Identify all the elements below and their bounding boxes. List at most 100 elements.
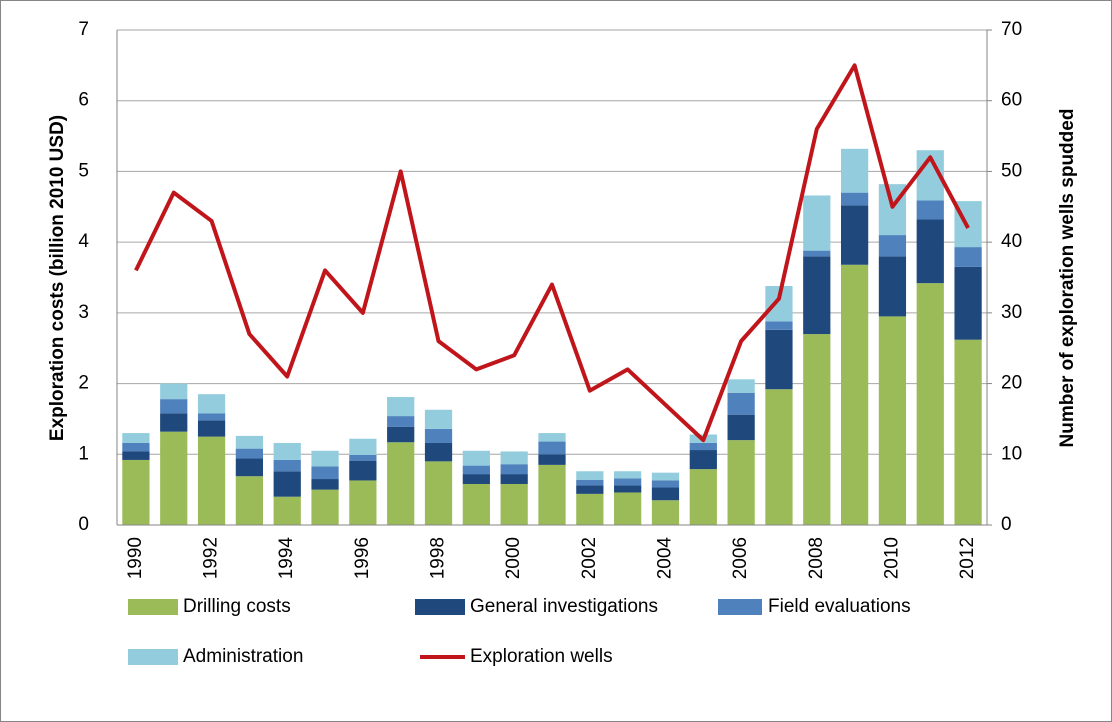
bar-segment bbox=[500, 483, 528, 525]
bar-segment bbox=[878, 316, 907, 525]
bar-segment bbox=[765, 329, 793, 390]
bar-segment bbox=[500, 464, 528, 475]
bar-segment bbox=[727, 379, 755, 393]
bar-segment bbox=[462, 450, 490, 466]
bar-segment bbox=[197, 420, 226, 437]
bar-segment bbox=[122, 433, 150, 443]
bar-segment bbox=[689, 450, 717, 470]
x-tick-label: 1996 bbox=[352, 537, 373, 579]
bar-segment bbox=[197, 436, 226, 525]
bar-segment bbox=[235, 448, 264, 459]
y-tick-label: 0 bbox=[78, 514, 89, 535]
bar-segment bbox=[803, 256, 831, 335]
line-series bbox=[134, 63, 970, 443]
bar-segment bbox=[840, 205, 869, 265]
y-tick-label: 1 bbox=[78, 443, 89, 464]
bar-segment bbox=[727, 414, 755, 441]
bar-segment bbox=[916, 219, 944, 284]
bar-segment bbox=[689, 442, 717, 451]
bar-segment bbox=[840, 192, 869, 206]
bar-segment bbox=[614, 485, 642, 493]
bar-segment bbox=[803, 195, 831, 251]
y2-tick-label: 30 bbox=[1001, 302, 1022, 323]
x-tick-label: 2000 bbox=[503, 537, 524, 579]
bar-segment bbox=[349, 438, 377, 455]
bar-segment bbox=[235, 476, 264, 525]
legend-swatch bbox=[128, 599, 178, 615]
bar-segment bbox=[311, 489, 339, 525]
bar-segment bbox=[954, 266, 982, 340]
bar-segment bbox=[954, 339, 982, 525]
bar-segment bbox=[197, 413, 226, 421]
bar-segment bbox=[387, 397, 415, 417]
y2-tick-label: 70 bbox=[1001, 19, 1022, 40]
legend-swatch bbox=[415, 599, 465, 615]
y2-tick-label: 10 bbox=[1001, 443, 1022, 464]
bar-segment bbox=[387, 416, 415, 427]
bar-segment bbox=[160, 431, 188, 525]
bar-segment bbox=[803, 250, 831, 257]
y-tick-label: 7 bbox=[78, 19, 89, 40]
y-tick-label: 6 bbox=[78, 90, 89, 111]
x-tick-label: 1992 bbox=[201, 537, 222, 579]
bar-segment bbox=[424, 461, 453, 525]
bar-segment bbox=[803, 334, 831, 525]
bar-segment bbox=[576, 493, 604, 525]
y2-tick-label: 50 bbox=[1001, 160, 1022, 181]
y-tick-label: 4 bbox=[78, 231, 89, 252]
bar-segment bbox=[651, 480, 680, 488]
x-tick-label: 2006 bbox=[730, 537, 751, 579]
y2-tick-label: 20 bbox=[1001, 373, 1022, 394]
x-tick-label: 2012 bbox=[957, 537, 978, 579]
y2-tick-label: 40 bbox=[1001, 231, 1022, 252]
bar-segment bbox=[878, 256, 907, 317]
bar-segment bbox=[576, 471, 604, 480]
bar-segment bbox=[235, 435, 264, 449]
bar-segment bbox=[273, 471, 301, 497]
y-tick-label: 3 bbox=[78, 302, 89, 323]
bar-segment bbox=[614, 492, 642, 525]
legend-swatch bbox=[718, 599, 762, 615]
bar-segment bbox=[538, 464, 566, 525]
bar-segment bbox=[576, 485, 604, 494]
bar-segment bbox=[727, 392, 755, 415]
bar-segment bbox=[235, 458, 264, 477]
bar-segment bbox=[273, 442, 301, 460]
x-tick-label: 2008 bbox=[806, 537, 827, 579]
bar-segment bbox=[122, 451, 150, 460]
legend-swatch bbox=[128, 649, 178, 665]
legend-label: Field evaluations bbox=[768, 596, 911, 617]
y2-axis-label: Number of exploration wells spudded bbox=[1057, 109, 1078, 448]
bar-segment bbox=[273, 496, 301, 525]
bar-segment bbox=[538, 433, 566, 442]
bar-segment bbox=[160, 383, 188, 400]
bar-segment bbox=[160, 413, 188, 432]
bar-segment bbox=[576, 479, 604, 486]
bar-segment bbox=[311, 450, 339, 467]
bar-segment bbox=[538, 441, 566, 455]
bar-segment bbox=[424, 428, 453, 443]
bar-segment bbox=[538, 454, 566, 465]
bar-segment bbox=[614, 471, 642, 479]
legend-label: Drilling costs bbox=[183, 596, 291, 617]
bar-segment bbox=[273, 459, 301, 472]
bar-segment bbox=[500, 474, 528, 484]
y-tick-label: 5 bbox=[78, 160, 89, 181]
legend-label: General investigations bbox=[470, 596, 658, 617]
x-tick-label: 1998 bbox=[428, 537, 449, 579]
legend-label: Exploration wells bbox=[470, 646, 613, 667]
y-tick-label: 2 bbox=[78, 373, 89, 394]
bar-segment bbox=[462, 474, 490, 484]
bar-segment bbox=[424, 409, 453, 429]
bar-segment bbox=[122, 459, 150, 525]
bar-segment bbox=[651, 487, 680, 501]
bar-segment bbox=[878, 235, 907, 257]
bar-segment bbox=[349, 480, 377, 525]
bar-segment bbox=[387, 442, 415, 525]
x-tick-label: 1990 bbox=[125, 537, 146, 579]
bar-segment bbox=[840, 148, 869, 193]
y2-tick-label: 0 bbox=[1001, 514, 1012, 535]
bar-segment bbox=[311, 466, 339, 480]
bar-segment bbox=[765, 389, 793, 525]
